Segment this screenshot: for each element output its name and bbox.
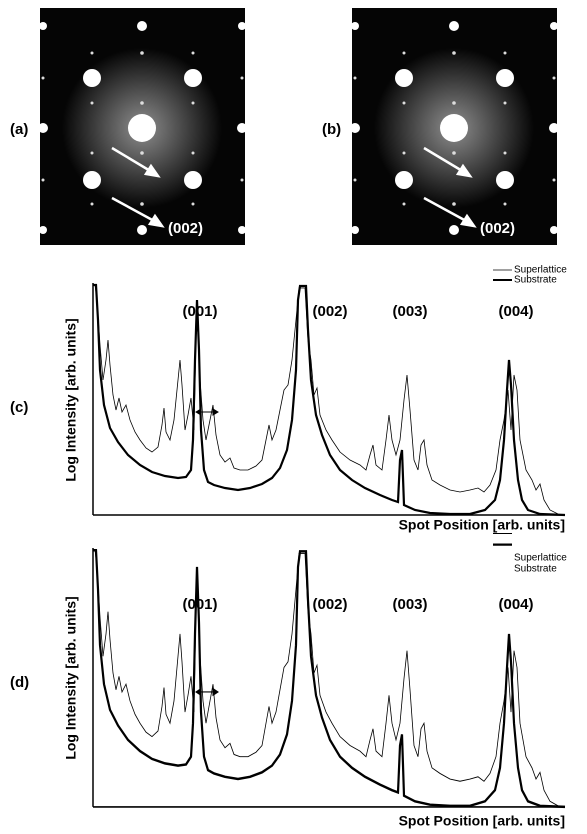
peak-label: (001) (182, 303, 217, 320)
y-axis-label: Log Intensity [arb. units] (63, 318, 79, 481)
plot-d: (d) Superlattice Substrate (001) (002) (… (10, 532, 567, 829)
y-axis-label: Log Intensity [arb. units] (63, 596, 79, 759)
peak-label: (001) (182, 596, 217, 613)
peak-label: (003) (392, 303, 427, 320)
x-axis-label: Spot Position [arb. units] (399, 517, 565, 533)
diffraction-image-a (36, 6, 249, 247)
legend-entry: Substrate (514, 275, 557, 286)
peak-label: (004) (498, 596, 533, 613)
panel-label: (c) (10, 399, 28, 416)
legend-entry: Superlattice (514, 265, 567, 276)
x-axis-label: Spot Position [arb. units] (399, 813, 565, 829)
peak-label: (002) (312, 596, 347, 613)
peak-label: (003) (392, 596, 427, 613)
legend-entry: Substrate (514, 564, 557, 575)
peak-label: (004) (498, 303, 533, 320)
diffraction-image-b (348, 6, 561, 247)
panel-label: (d) (10, 674, 29, 691)
plot-c: (c) Superlattice Substrate (001) (002) (… (10, 265, 567, 533)
spot-label: (002) (168, 220, 203, 237)
panel-label: (b) (322, 121, 341, 138)
spot-label: (002) (480, 220, 515, 237)
panel-label: (a) (10, 121, 28, 138)
peak-label: (002) (312, 303, 347, 320)
profile-curves (91, 532, 567, 809)
legend-entry: Superlattice (514, 553, 567, 564)
